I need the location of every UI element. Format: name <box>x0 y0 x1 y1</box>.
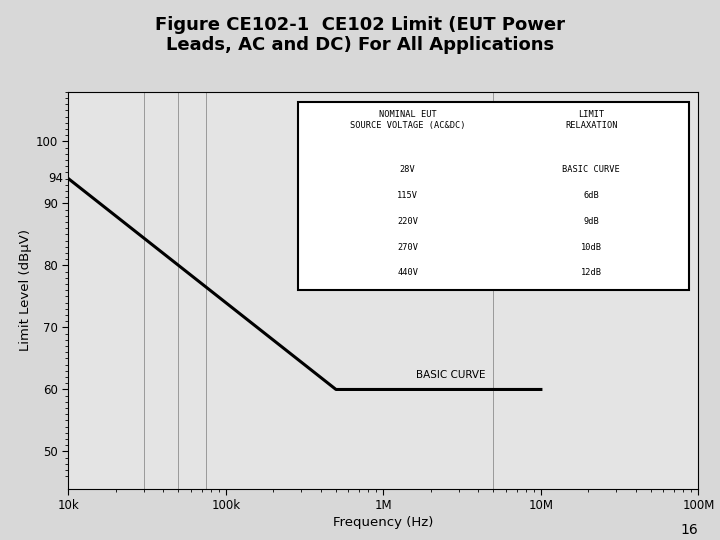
Text: 440V: 440V <box>397 268 418 278</box>
Text: 220V: 220V <box>397 217 418 226</box>
Text: 28V: 28V <box>400 165 415 174</box>
Bar <box>298 102 689 291</box>
Text: 12dB: 12dB <box>581 268 602 278</box>
Text: 10dB: 10dB <box>581 242 602 252</box>
Text: 16: 16 <box>680 523 698 537</box>
Text: 9dB: 9dB <box>583 217 599 226</box>
Text: LIMIT
RELAXATION: LIMIT RELAXATION <box>565 110 618 131</box>
Text: 270V: 270V <box>397 242 418 252</box>
Y-axis label: Limit Level (dBμV): Limit Level (dBμV) <box>19 230 32 351</box>
Text: BASIC CURVE: BASIC CURVE <box>562 165 620 174</box>
Text: Figure CE102-1  CE102 Limit (EUT Power
Leads, AC and DC) For All Applications: Figure CE102-1 CE102 Limit (EUT Power Le… <box>155 16 565 55</box>
Text: 115V: 115V <box>397 191 418 200</box>
Text: 94: 94 <box>48 172 63 185</box>
X-axis label: Frequency (Hz): Frequency (Hz) <box>333 516 433 529</box>
Text: NOMINAL EUT
SOURCE VOLTAGE (AC&DC): NOMINAL EUT SOURCE VOLTAGE (AC&DC) <box>350 110 465 131</box>
Text: 6dB: 6dB <box>583 191 599 200</box>
Text: BASIC CURVE: BASIC CURVE <box>415 370 485 380</box>
